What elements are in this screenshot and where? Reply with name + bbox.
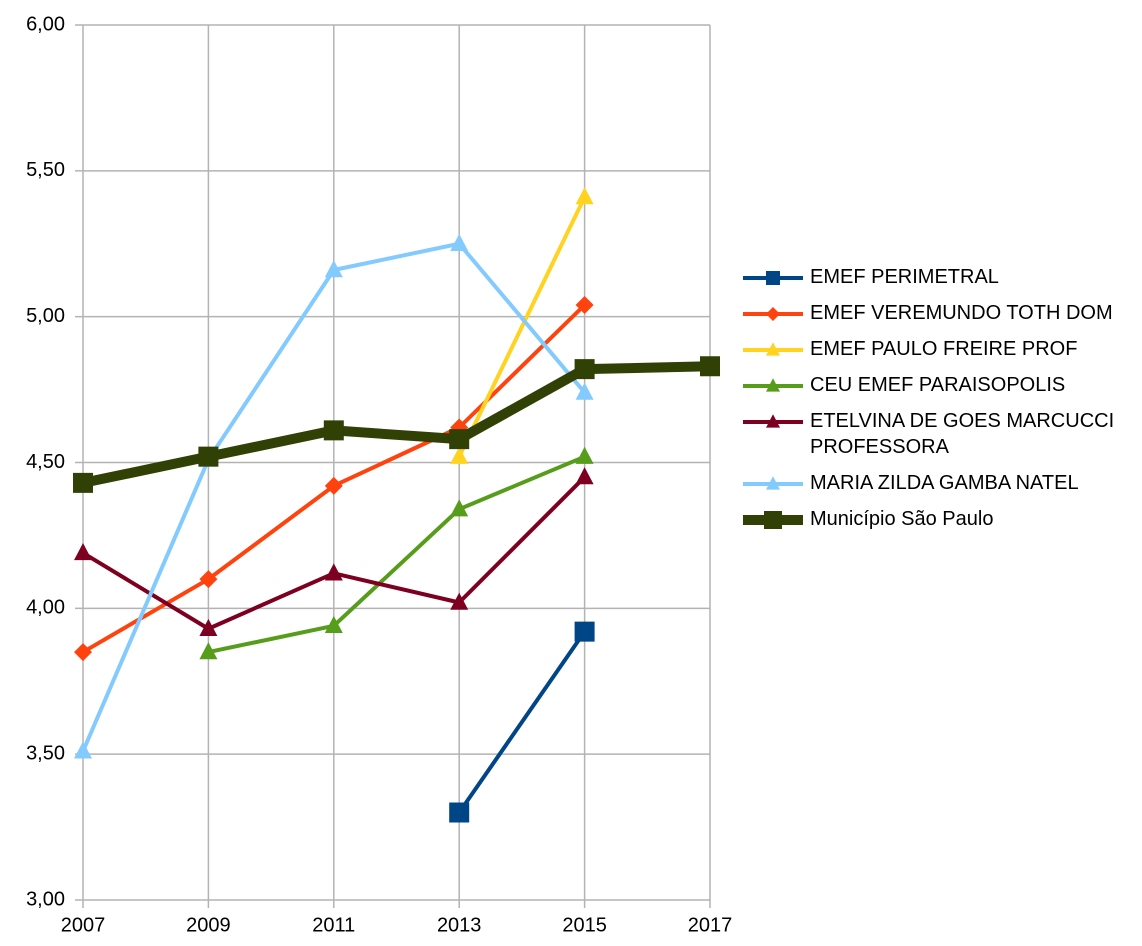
marker	[575, 467, 594, 485]
marker	[764, 511, 782, 529]
legend-label: Município São Paulo	[810, 508, 993, 530]
y-tick-label: 5,50	[26, 159, 65, 181]
y-tick-label: 3,50	[26, 742, 65, 764]
marker	[199, 642, 218, 660]
marker	[450, 592, 469, 610]
marker	[199, 618, 218, 636]
marker	[199, 570, 218, 589]
y-tick-label: 3,00	[26, 888, 65, 910]
legend-label: MARIA ZILDA GAMBA NATEL	[810, 472, 1079, 494]
x-tick-label: 2007	[61, 914, 106, 936]
marker	[74, 741, 92, 759]
marker	[766, 476, 780, 490]
y-tick-label: 4,00	[26, 597, 65, 619]
x-tick-label: 2009	[186, 914, 231, 936]
legend-label: EMEF PERIMETRAL	[810, 266, 999, 288]
legend-label: EMEF VEREMUNDO TOTH DOM	[810, 302, 1113, 324]
marker	[73, 472, 93, 493]
marker	[450, 499, 469, 517]
marker	[766, 271, 780, 285]
series-line	[81, 361, 711, 488]
y-tick-label: 4,50	[26, 451, 65, 473]
marker	[324, 476, 343, 495]
x-tick-label: 2011	[312, 914, 355, 936]
series-line	[207, 454, 586, 655]
x-tick-label: 2015	[562, 914, 607, 936]
marker	[766, 342, 780, 356]
marker	[766, 307, 780, 321]
marker	[324, 260, 343, 278]
series-line	[457, 630, 587, 814]
marker	[449, 429, 470, 450]
series-line	[457, 196, 587, 458]
marker	[574, 359, 595, 380]
marker	[574, 621, 595, 642]
marker	[324, 615, 343, 634]
marker	[766, 378, 780, 392]
legend-label: EMEF PAULO FREIRE PROF	[810, 338, 1077, 360]
marker	[700, 356, 720, 377]
x-tick-label: 2017	[688, 914, 733, 936]
legend-label: CEU EMEF PARAISOPOLIS	[810, 374, 1065, 396]
marker	[74, 643, 92, 662]
marker	[198, 446, 219, 467]
x-tick-label: 2013	[437, 914, 482, 936]
marker	[766, 414, 780, 428]
y-tick-label: 6,00	[26, 13, 65, 35]
marker	[450, 233, 469, 251]
y-tick-label: 5,00	[26, 305, 65, 327]
marker	[324, 563, 343, 581]
marker	[450, 446, 469, 464]
marker	[575, 446, 594, 464]
marker	[575, 382, 594, 400]
marker	[323, 420, 344, 441]
marker	[575, 187, 594, 205]
marker	[575, 296, 594, 314]
legend-label: ETELVINA DE GOES MARCUCCI PROFESSORA	[810, 410, 1114, 458]
marker	[449, 802, 470, 823]
marker	[74, 543, 92, 561]
